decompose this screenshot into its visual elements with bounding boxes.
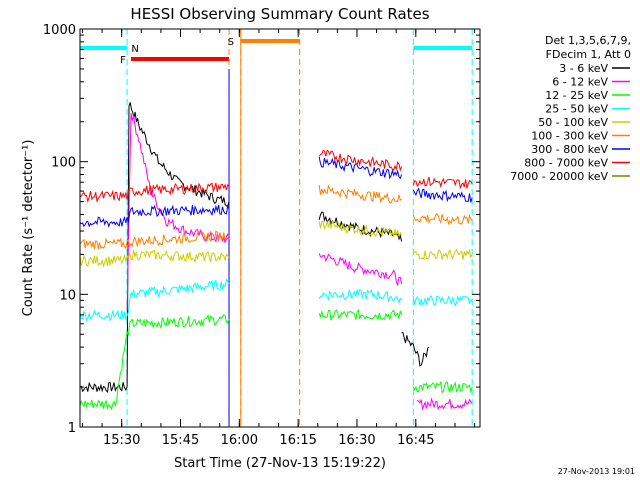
legend-entry-label: 100 - 300 keV xyxy=(531,130,608,143)
flags-layer: NF S xyxy=(80,29,473,427)
y-tick-label: 1 xyxy=(68,421,76,436)
legend-header-line-1: Det 1,3,5,6,7,9, xyxy=(545,34,631,47)
x-axis-label: Start Time (27-Nov-13 15:19:22) xyxy=(174,456,386,471)
series-line-5 xyxy=(412,212,473,226)
series-line-2 xyxy=(79,314,230,411)
series-line-1 xyxy=(318,253,403,287)
series-layer xyxy=(79,102,473,411)
x-tick-label: 16:00 xyxy=(221,433,258,448)
legend-entry-label: 6 - 12 keV xyxy=(552,76,608,89)
series-line-0 xyxy=(79,102,230,393)
series-line-3 xyxy=(412,294,473,307)
series-line-4 xyxy=(318,219,403,239)
legend-entry-label: 7000 - 20000 keV xyxy=(510,170,608,183)
series-line-6 xyxy=(79,204,230,228)
x-tick-label: 15:45 xyxy=(162,433,199,448)
plot-frame xyxy=(79,28,481,428)
x-tick-label: 15:30 xyxy=(103,433,140,448)
x-tick-label: 16:30 xyxy=(338,433,375,448)
series-line-4 xyxy=(79,249,230,268)
legend-entry-label: 800 - 7000 keV xyxy=(524,157,608,170)
legend: Det 1,3,5,6,7,9, FDecim 1, Att 0 3 - 6 k… xyxy=(510,34,631,183)
series-line-6 xyxy=(412,187,473,203)
legend-header-line-2: FDecim 1, Att 0 xyxy=(546,48,631,61)
y-tick-label: 100 xyxy=(51,156,76,171)
y-axis-ticks: 1 10 100 1000 xyxy=(43,23,480,436)
legend-entry-label: 25 - 50 keV xyxy=(545,103,608,116)
series-line-6 xyxy=(318,156,403,180)
chart-title: HESSI Observing Summary Count Rates xyxy=(130,5,429,23)
x-axis-ticks: 15:30 15:45 16:00 16:15 16:30 16:45 xyxy=(81,29,476,448)
legend-entry-label: 300 - 800 keV xyxy=(531,143,608,156)
y-axis-label: Count Rate (s⁻¹ detector⁻¹) xyxy=(21,140,36,317)
series-line-1 xyxy=(416,397,473,411)
series-line-0 xyxy=(401,331,430,367)
y-tick-label: 1000 xyxy=(43,23,76,38)
x-tick-label: 16:15 xyxy=(279,433,316,448)
footer-timestamp: 27-Nov-2013 19:01 xyxy=(558,467,635,476)
flag-label-S: S xyxy=(228,37,234,48)
series-line-7 xyxy=(412,176,473,189)
flag-label-N: N xyxy=(131,44,138,55)
y-tick-label: 10 xyxy=(59,288,76,303)
series-line-3 xyxy=(318,288,403,305)
series-line-2 xyxy=(318,308,403,321)
series-line-3 xyxy=(79,278,230,322)
legend-entry-label: 3 - 6 keV xyxy=(559,62,608,75)
series-line-7 xyxy=(79,182,230,204)
series-line-5 xyxy=(318,184,402,204)
series-line-1 xyxy=(126,113,230,311)
legend-entry-label: 50 - 100 keV xyxy=(538,116,608,129)
legend-entry-label: 12 - 25 keV xyxy=(545,89,608,102)
series-line-2 xyxy=(412,380,473,394)
x-tick-label: 16:45 xyxy=(397,433,434,448)
series-line-7 xyxy=(318,149,403,172)
series-line-5 xyxy=(79,230,230,250)
series-line-4 xyxy=(412,248,473,261)
flag-label-F: F xyxy=(120,55,126,66)
